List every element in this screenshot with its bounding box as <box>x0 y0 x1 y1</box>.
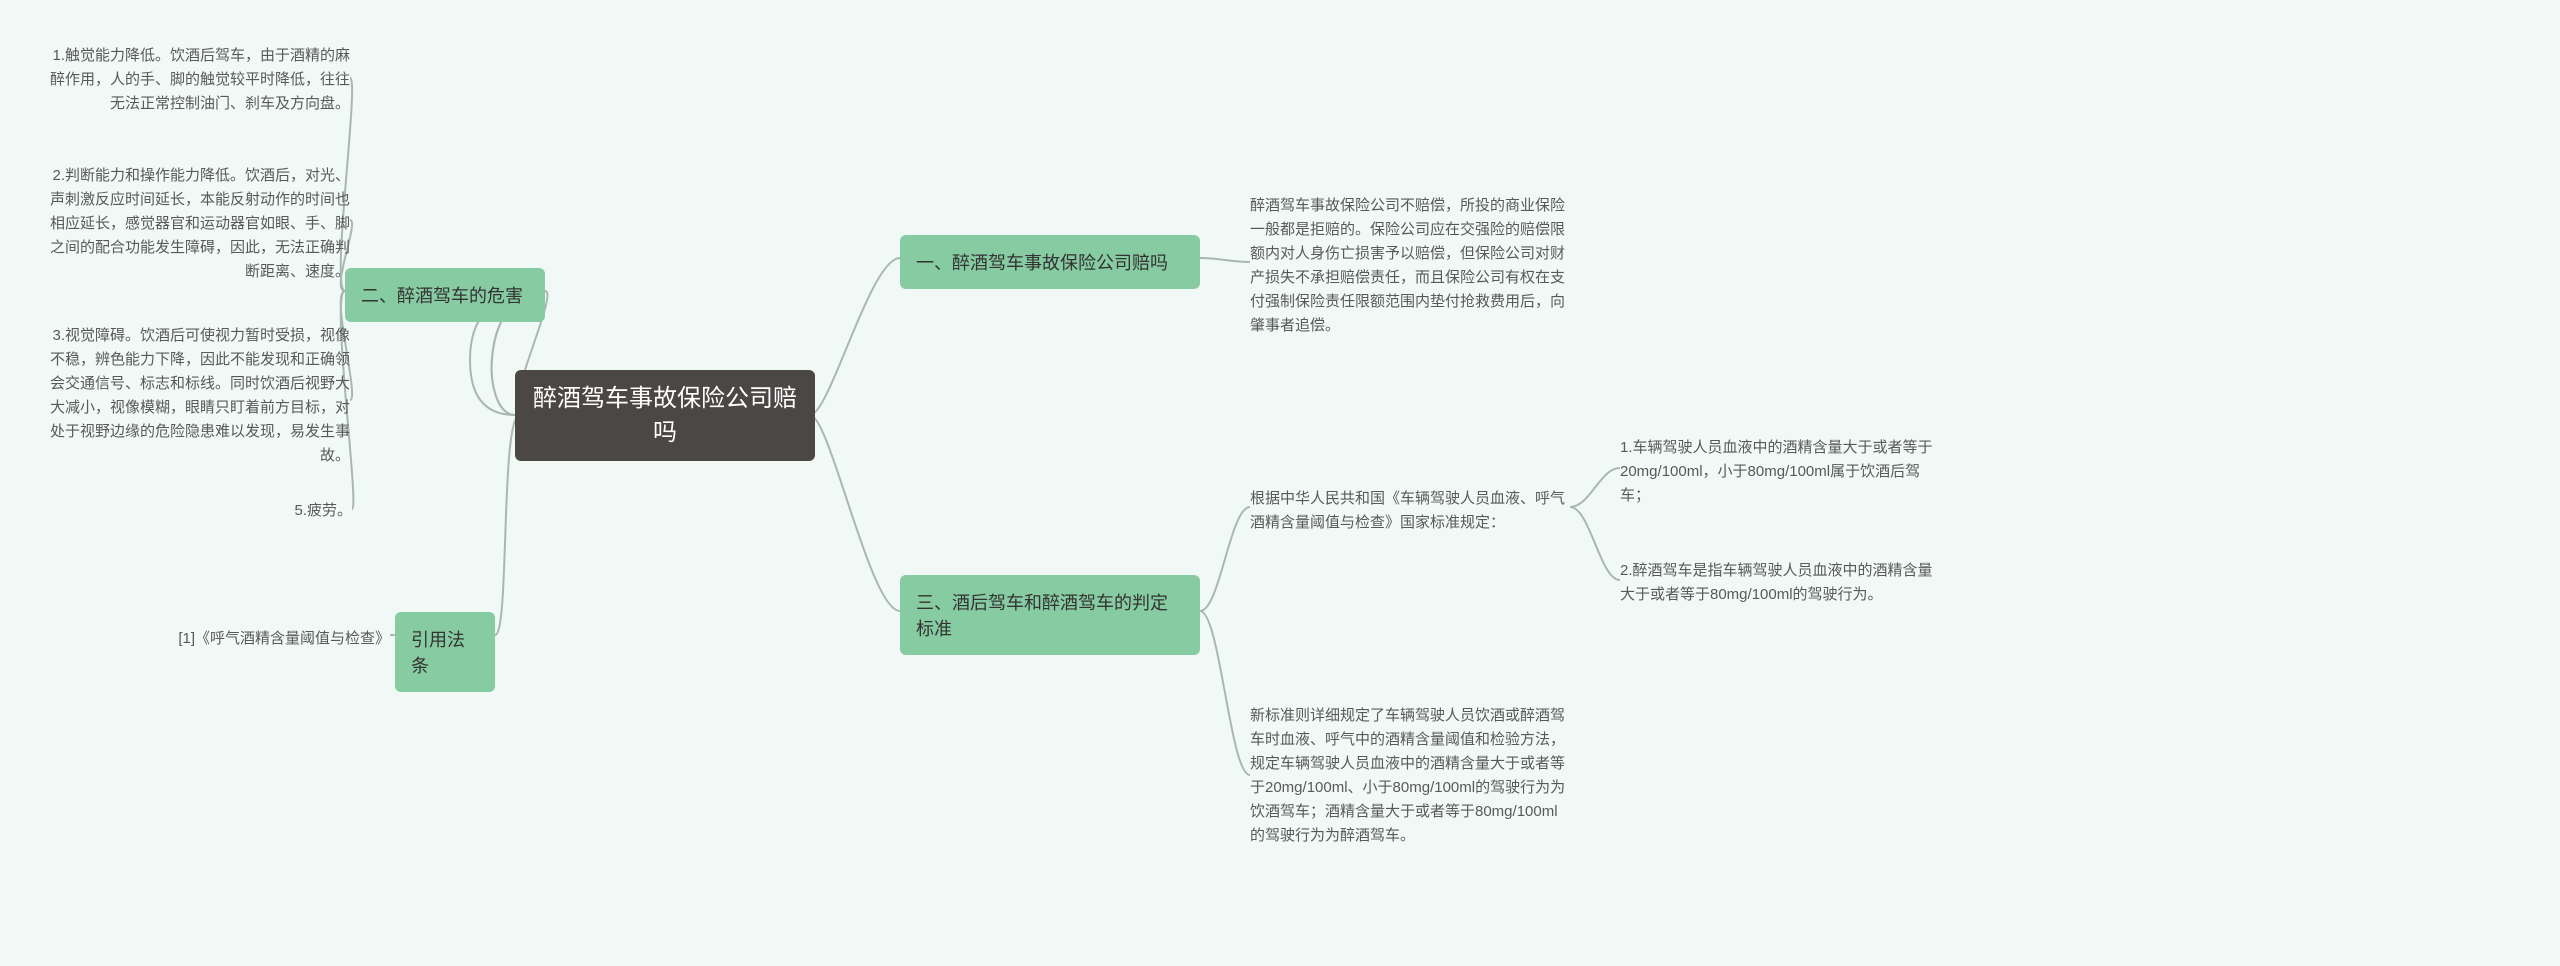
leaf-harm-3: 3.视觉障碍。饮酒后可使视力暂时受损，视像不稳，辨色能力下降，因此不能发现和正确… <box>50 320 350 472</box>
branch-left-harms: 二、醉酒驾车的危害 <box>345 268 545 322</box>
branch-label: 三、酒后驾车和醉酒驾车的判定标准 <box>916 589 1184 641</box>
root-label: 醉酒驾车事故保险公司赔吗 <box>533 382 797 449</box>
branch-label: 引用法条 <box>411 626 479 678</box>
branch-left-citation: 引用法条 <box>395 612 495 692</box>
leaf-harm-1: 1.触觉能力降低。饮酒后驾车，由于酒精的麻醉作用，人的手、脚的触觉较平时降低，往… <box>50 40 350 120</box>
leaf-citation-1: [1]《呼气酒精含量阈值与检查》 <box>155 623 390 655</box>
branch-right-insurance: 一、醉酒驾车事故保险公司赔吗 <box>900 235 1200 289</box>
branch-right-standard: 三、酒后驾车和醉酒驾车的判定标准 <box>900 575 1200 655</box>
leaf-standard-1: 根据中华人民共和国《车辆驾驶人员血液、呼气酒精含量阈值与检查》国家标准规定： <box>1250 483 1570 539</box>
leaf-harm-5: 5.疲劳。 <box>292 495 352 527</box>
branch-label: 一、醉酒驾车事故保险公司赔吗 <box>916 249 1168 275</box>
leaf-standard-1-sub1: 1.车辆驾驶人员血液中的酒精含量大于或者等于20mg/100ml，小于80mg/… <box>1620 432 1940 512</box>
leaf-harm-2: 2.判断能力和操作能力降低。饮酒后，对光、声刺激反应时间延长，本能反射动作的时间… <box>50 160 350 288</box>
root-node: 醉酒驾车事故保险公司赔吗 <box>515 370 815 461</box>
leaf-standard-1-sub2: 2.醉酒驾车是指车辆驾驶人员血液中的酒精含量大于或者等于80mg/100ml的驾… <box>1620 555 1940 611</box>
leaf-insurance-1: 醉酒驾车事故保险公司不赔偿，所投的商业保险一般都是拒赔的。保险公司应在交强险的赔… <box>1250 190 1570 342</box>
branch-label: 二、醉酒驾车的危害 <box>361 282 523 308</box>
leaf-standard-2: 新标准则详细规定了车辆驾驶人员饮酒或醉酒驾车时血液、呼气中的酒精含量阈值和检验方… <box>1250 700 1570 852</box>
